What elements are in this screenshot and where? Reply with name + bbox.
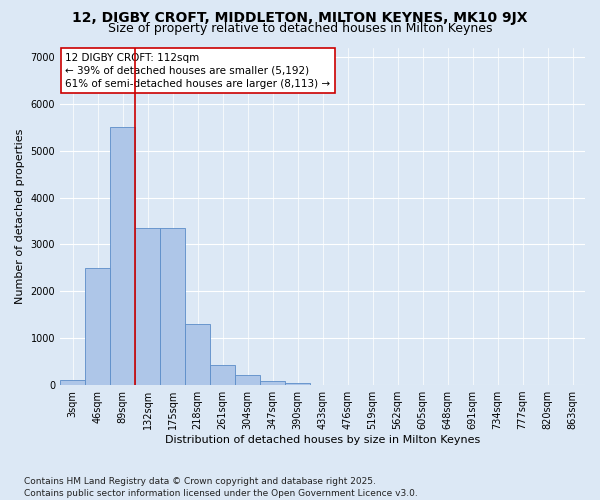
Y-axis label: Number of detached properties: Number of detached properties — [15, 128, 25, 304]
Bar — [285, 382, 310, 385]
Bar — [110, 127, 135, 385]
Text: Contains HM Land Registry data © Crown copyright and database right 2025.
Contai: Contains HM Land Registry data © Crown c… — [24, 476, 418, 498]
Bar — [135, 228, 160, 385]
Bar — [85, 268, 110, 385]
Text: 12 DIGBY CROFT: 112sqm
← 39% of detached houses are smaller (5,192)
61% of semi-: 12 DIGBY CROFT: 112sqm ← 39% of detached… — [65, 52, 331, 89]
Bar — [185, 324, 210, 385]
Bar — [210, 365, 235, 385]
Text: 12, DIGBY CROFT, MIDDLETON, MILTON KEYNES, MK10 9JX: 12, DIGBY CROFT, MIDDLETON, MILTON KEYNE… — [72, 11, 528, 25]
Text: Size of property relative to detached houses in Milton Keynes: Size of property relative to detached ho… — [108, 22, 492, 35]
Bar — [60, 380, 85, 385]
X-axis label: Distribution of detached houses by size in Milton Keynes: Distribution of detached houses by size … — [165, 435, 480, 445]
Bar — [260, 381, 285, 385]
Bar — [160, 228, 185, 385]
Bar — [235, 375, 260, 385]
